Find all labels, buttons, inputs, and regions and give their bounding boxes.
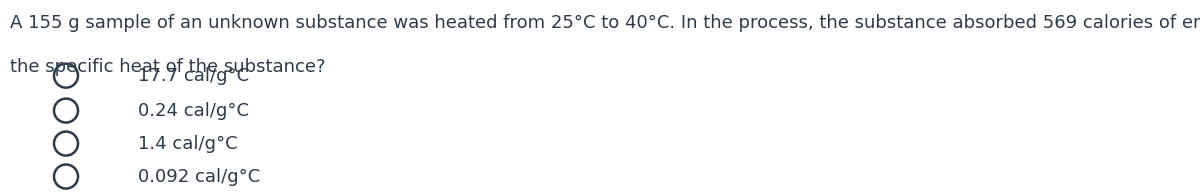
Text: A 155 g sample of an unknown substance was heated from 25°C to 40°C. In the proc: A 155 g sample of an unknown substance w…: [10, 14, 1200, 32]
Text: the specific heat of the substance?: the specific heat of the substance?: [10, 58, 325, 76]
Text: 0.24 cal/g°C: 0.24 cal/g°C: [138, 102, 250, 120]
Text: 17.7 cal/g°C: 17.7 cal/g°C: [138, 67, 250, 85]
Text: 0.092 cal/g°C: 0.092 cal/g°C: [138, 168, 260, 185]
Text: 1.4 cal/g°C: 1.4 cal/g°C: [138, 135, 238, 152]
